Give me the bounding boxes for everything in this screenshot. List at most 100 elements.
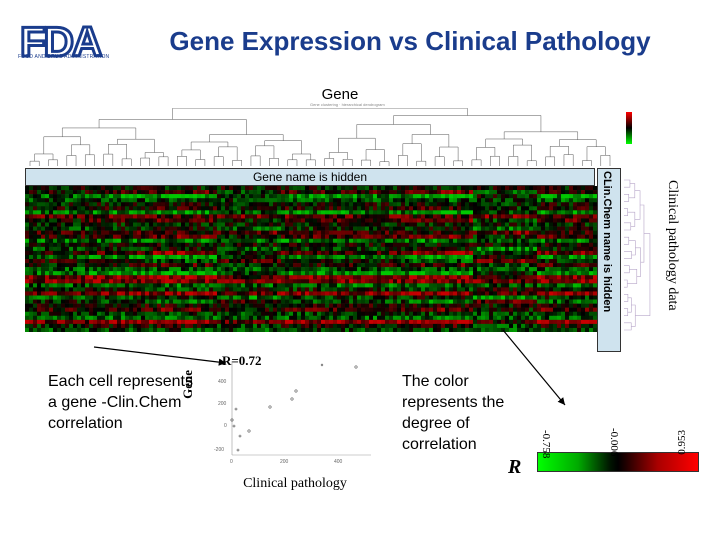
heatmap-cell [261,254,266,260]
heatmap-cell [129,299,134,304]
heatmap-cell [577,242,582,248]
heatmap-cell [69,303,74,308]
heatmap-cell [273,303,278,308]
heatmap-cell [581,303,586,308]
heatmap-cell [33,267,38,272]
heatmap-cell [265,275,270,280]
heatmap-cell [193,214,198,219]
heatmap-cell [133,263,138,268]
heatmap-cell [69,323,74,329]
heatmap-cell [481,246,486,252]
heatmap-cell [165,210,170,215]
heatmap-cell [261,234,266,240]
heatmap-cell [245,198,250,203]
heatmap-cell [165,234,170,240]
heatmap-cell [529,214,534,219]
heatmap-cell [417,254,422,260]
heatmap-cell [117,267,122,272]
heatmap-cell [469,299,474,304]
heatmap-cell [521,267,526,272]
heatmap-cell [449,234,454,240]
dendrogram-branch [140,157,150,166]
heatmap-cell [409,319,414,325]
heatmap-cell [449,267,454,272]
heatmap-cell [461,287,466,292]
heatmap-cell [353,315,358,321]
heatmap-cell [285,226,290,231]
heatmap-cell [357,307,362,313]
heatmap-cell [421,206,426,211]
heatmap-cell [173,190,178,195]
heatmap-cell [329,250,334,256]
heatmap-cell [565,283,570,288]
heatmap-cell [209,226,214,231]
heatmap-cell [393,186,398,191]
heatmap-cell [177,226,182,231]
heatmap-cell [69,311,74,317]
dendrogram-branch [563,154,574,166]
heatmap-cell [121,283,126,288]
heatmap-cell [429,271,434,276]
heatmap-cell [545,319,550,325]
heatmap-cell [229,319,234,325]
heatmap-cell [225,315,230,321]
heatmap-cell [57,263,62,268]
heatmap-cell [85,283,90,288]
heatmap-cell [369,246,374,252]
heatmap-cell [357,299,362,304]
heatmap-cell [585,299,590,304]
heatmap-cell [37,198,42,203]
heatmap-cell [193,279,198,284]
heatmap-cell [109,238,114,244]
heatmap-cell [273,218,278,223]
heatmap-cell [509,234,514,240]
heatmap-cell [313,250,318,256]
heatmap-cell [393,242,398,248]
heatmap-cell [161,263,166,268]
heatmap-cell [301,230,306,235]
heatmap-cell [273,259,278,264]
heatmap-cell [593,263,597,268]
heatmap-cell [233,299,238,304]
heatmap-cell [525,214,530,219]
heatmap-cell [445,319,450,325]
heatmap-cell [157,271,162,276]
heatmap-cell [73,279,78,284]
heatmap-cell [265,194,270,199]
heatmap-cell [569,250,574,256]
heatmap-cell [405,267,410,272]
heatmap-cell [157,186,162,191]
heatmap-cell [33,242,38,248]
heatmap-cell [165,283,170,288]
heatmap-cell [177,238,182,244]
heatmap-cell [237,238,242,244]
heatmap-cell [277,254,282,260]
heatmap-cell [197,283,202,288]
heatmap-cell [305,242,310,248]
heatmap-cell [529,279,534,284]
heatmap-cell [209,210,214,215]
heatmap-cell [453,263,458,268]
heatmap-cell [385,186,390,191]
heatmap-cell [173,218,178,223]
heatmap-cell [57,194,62,199]
heatmap-cell [317,226,322,231]
heatmap-cell [333,194,338,199]
heatmap-cell [113,230,118,235]
heatmap-cell [485,254,490,260]
heatmap-cell [193,299,198,304]
heatmap-cell [25,299,30,304]
heatmap-cell [349,271,354,276]
heatmap-cell [249,259,254,264]
heatmap-cell [249,194,254,199]
heatmap-cell [521,214,526,219]
heatmap-cell [205,190,210,195]
heatmap-cell [169,230,174,235]
heatmap-cell [221,226,226,231]
heatmap-cell [565,206,570,211]
heatmap-cell [297,291,302,296]
heatmap-cell [101,263,106,268]
heatmap-cell [53,210,58,215]
heatmap-cell [529,291,534,296]
heatmap-cell [325,275,330,280]
